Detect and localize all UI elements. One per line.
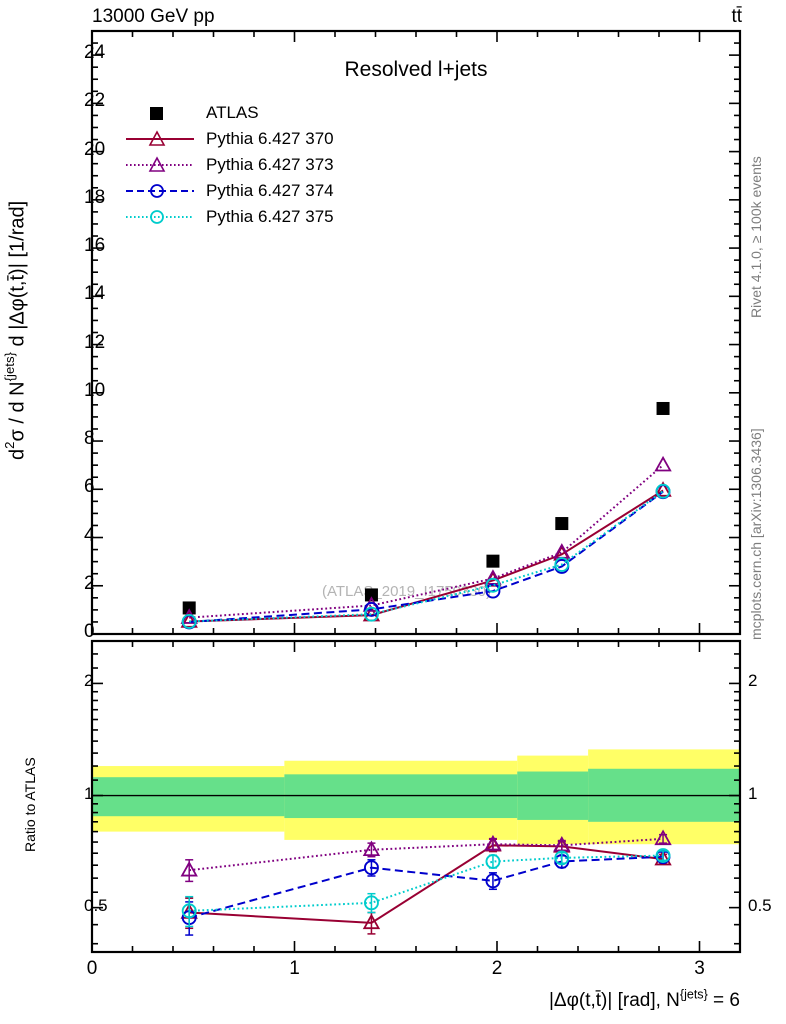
data-marker-triangle[interactable] bbox=[180, 612, 198, 628]
data-marker-triangle[interactable] bbox=[654, 481, 672, 497]
data-marker-circle[interactable] bbox=[485, 577, 501, 593]
x-tick-label: 0 bbox=[86, 958, 98, 979]
x-tick-label: 3 bbox=[694, 958, 705, 979]
green-band bbox=[92, 777, 285, 817]
data-marker-circle[interactable] bbox=[485, 873, 501, 889]
series-line-pythia-6-427-375 bbox=[189, 490, 664, 623]
data-marker-square[interactable] bbox=[364, 588, 378, 602]
data-marker-circle[interactable] bbox=[655, 483, 671, 499]
series-line-pythia-6-427-373 bbox=[189, 464, 664, 619]
data-marker-circle[interactable] bbox=[554, 557, 570, 572]
ratio-line-pythia-6-427-374 bbox=[188, 855, 664, 919]
data-marker-triangle[interactable] bbox=[362, 913, 381, 930]
data-marker-square[interactable] bbox=[486, 554, 500, 568]
x-tick-label: 2 bbox=[491, 958, 503, 979]
data-marker-square[interactable] bbox=[555, 517, 569, 531]
legend-key-pythia-373 bbox=[124, 152, 196, 178]
legend-key-pythia-374 bbox=[124, 178, 196, 204]
x-axis-label: |Δφ(t,t̄)| [rad], N{jets} = 6 bbox=[548, 988, 740, 1012]
data-marker-circle[interactable] bbox=[485, 583, 501, 599]
data-marker-circle[interactable] bbox=[364, 860, 379, 876]
collision-energy-label: 13000 GeV pp bbox=[92, 6, 215, 27]
data-marker-square[interactable] bbox=[182, 601, 196, 615]
data-marker-square[interactable] bbox=[656, 401, 670, 415]
x-tick-label: 1 bbox=[289, 958, 300, 979]
series-line-pythia-6-427-370 bbox=[189, 489, 664, 623]
legend-label-pythia-374: Pythia 6.427 374 bbox=[206, 181, 334, 200]
data-marker-triangle[interactable] bbox=[654, 455, 672, 472]
legend: ATLAS Pythia 6.427 370 Pythia 6.427 373 bbox=[124, 100, 334, 230]
legend-label-pythia-375: Pythia 6.427 375 bbox=[206, 207, 334, 226]
ratio-line-pythia-6-427-375 bbox=[189, 854, 664, 912]
legend-item-pythia-370[interactable]: Pythia 6.427 370 bbox=[124, 126, 334, 152]
legend-item-pythia-375[interactable]: Pythia 6.427 375 bbox=[124, 204, 334, 230]
legend-key-pythia-370 bbox=[124, 126, 196, 152]
legend-label-pythia-370: Pythia 6.427 370 bbox=[206, 129, 334, 148]
legend-item-pythia-373[interactable]: Pythia 6.427 373 bbox=[124, 152, 334, 178]
data-marker-circle[interactable] bbox=[485, 854, 501, 869]
data-marker-triangle[interactable] bbox=[654, 829, 672, 846]
legend-item-pythia-374[interactable]: Pythia 6.427 374 bbox=[124, 178, 334, 204]
y-tick-label-ratio-right: 1 bbox=[748, 783, 758, 803]
data-marker-triangle[interactable] bbox=[362, 840, 381, 857]
data-marker-circle[interactable] bbox=[181, 614, 197, 629]
data-marker-triangle[interactable] bbox=[180, 860, 198, 877]
panel-title: Resolved l+jets bbox=[344, 58, 488, 81]
data-marker-triangle[interactable] bbox=[484, 834, 502, 851]
y-tick-label-ratio-right: 0.5 bbox=[748, 895, 772, 915]
process-label: tt̄ bbox=[731, 6, 742, 27]
main-panel-frame bbox=[90, 29, 742, 636]
data-marker-triangle[interactable] bbox=[654, 849, 672, 866]
data-marker-circle[interactable] bbox=[554, 850, 570, 866]
legend-item-atlas[interactable]: ATLAS bbox=[124, 100, 334, 126]
analysis-id-watermark: (ATLAS_2019_I1750330) bbox=[322, 583, 492, 600]
data-marker-circle[interactable] bbox=[364, 601, 379, 617]
legend-label-pythia-373: Pythia 6.427 373 bbox=[206, 155, 334, 174]
legend-key-pythia-375 bbox=[124, 204, 196, 230]
data-marker-circle[interactable] bbox=[181, 903, 197, 919]
data-marker-circle[interactable] bbox=[364, 895, 379, 911]
legend-key-atlas bbox=[124, 100, 196, 126]
data-marker-circle[interactable] bbox=[364, 606, 379, 622]
data-marker-circle[interactable] bbox=[655, 848, 671, 863]
y-tick-label-ratio-right: 2 bbox=[748, 671, 758, 691]
series-line-pythia-6-427-374 bbox=[189, 490, 664, 623]
legend-label-atlas: ATLAS bbox=[206, 103, 259, 122]
